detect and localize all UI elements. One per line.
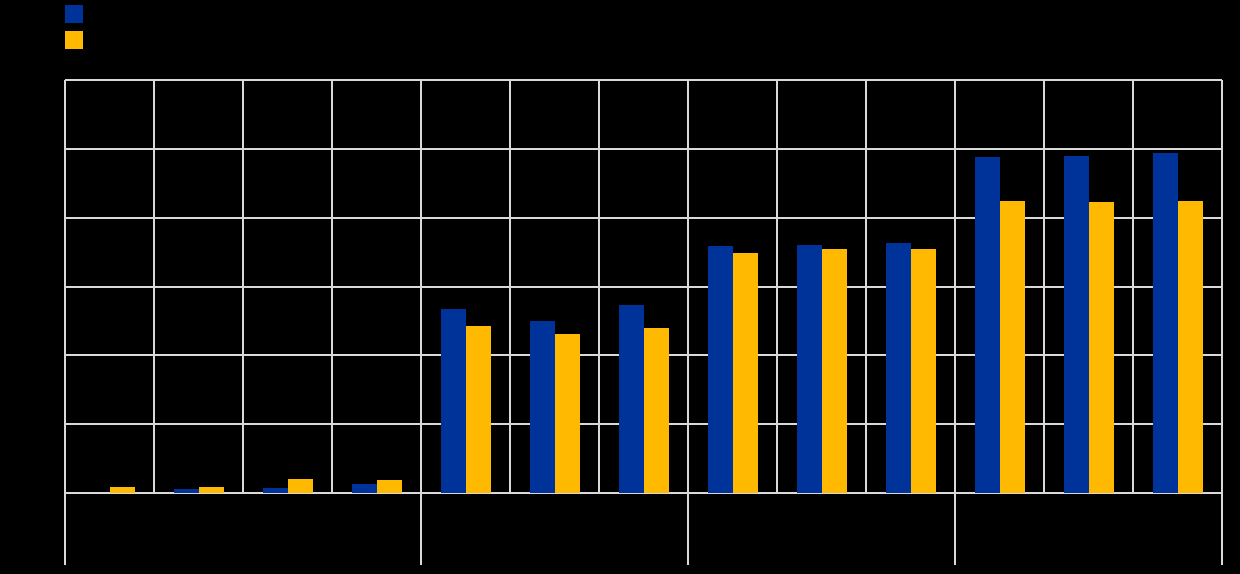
vertical-gridline (153, 80, 155, 493)
bar (529, 320, 555, 493)
bar (732, 252, 758, 493)
bar (376, 479, 402, 493)
group-separator-line (687, 80, 689, 565)
group-separator-line (420, 80, 422, 565)
group-separator-line (64, 80, 66, 565)
bar (821, 248, 847, 493)
bar (885, 243, 911, 493)
legend-swatch-series-1 (65, 5, 83, 23)
x-axis-line (65, 492, 1222, 494)
bar (262, 488, 288, 493)
bar (1152, 152, 1178, 493)
bar (554, 333, 580, 493)
group-separator-line (1221, 80, 1223, 565)
bar (287, 479, 313, 493)
bar (999, 201, 1025, 493)
horizontal-gridline (65, 285, 1222, 288)
bar (440, 309, 466, 493)
legend-swatch-series-2 (65, 31, 83, 49)
bar (643, 327, 669, 493)
bar (109, 486, 135, 493)
horizontal-gridline (65, 216, 1222, 219)
horizontal-gridline (65, 79, 1222, 81)
vertical-gridline (509, 80, 511, 493)
bar (198, 486, 224, 493)
vertical-gridline (1043, 80, 1045, 493)
vertical-gridline (776, 80, 778, 493)
bar (1063, 156, 1089, 493)
vertical-gridline (865, 80, 867, 493)
bar (465, 325, 491, 493)
bar (910, 248, 936, 493)
bar (1088, 201, 1114, 493)
plot-area (64, 79, 1223, 573)
bar (707, 245, 733, 493)
bar (351, 484, 377, 493)
vertical-gridline (598, 80, 600, 493)
vertical-gridline (331, 80, 333, 493)
bar (1177, 201, 1203, 493)
horizontal-gridline (65, 147, 1222, 150)
vertical-gridline (1132, 80, 1134, 493)
bar (974, 157, 1000, 493)
vertical-gridline (242, 80, 244, 493)
group-separator-line (954, 80, 956, 565)
bar (173, 488, 199, 493)
bar (618, 305, 644, 493)
bar (796, 245, 822, 493)
